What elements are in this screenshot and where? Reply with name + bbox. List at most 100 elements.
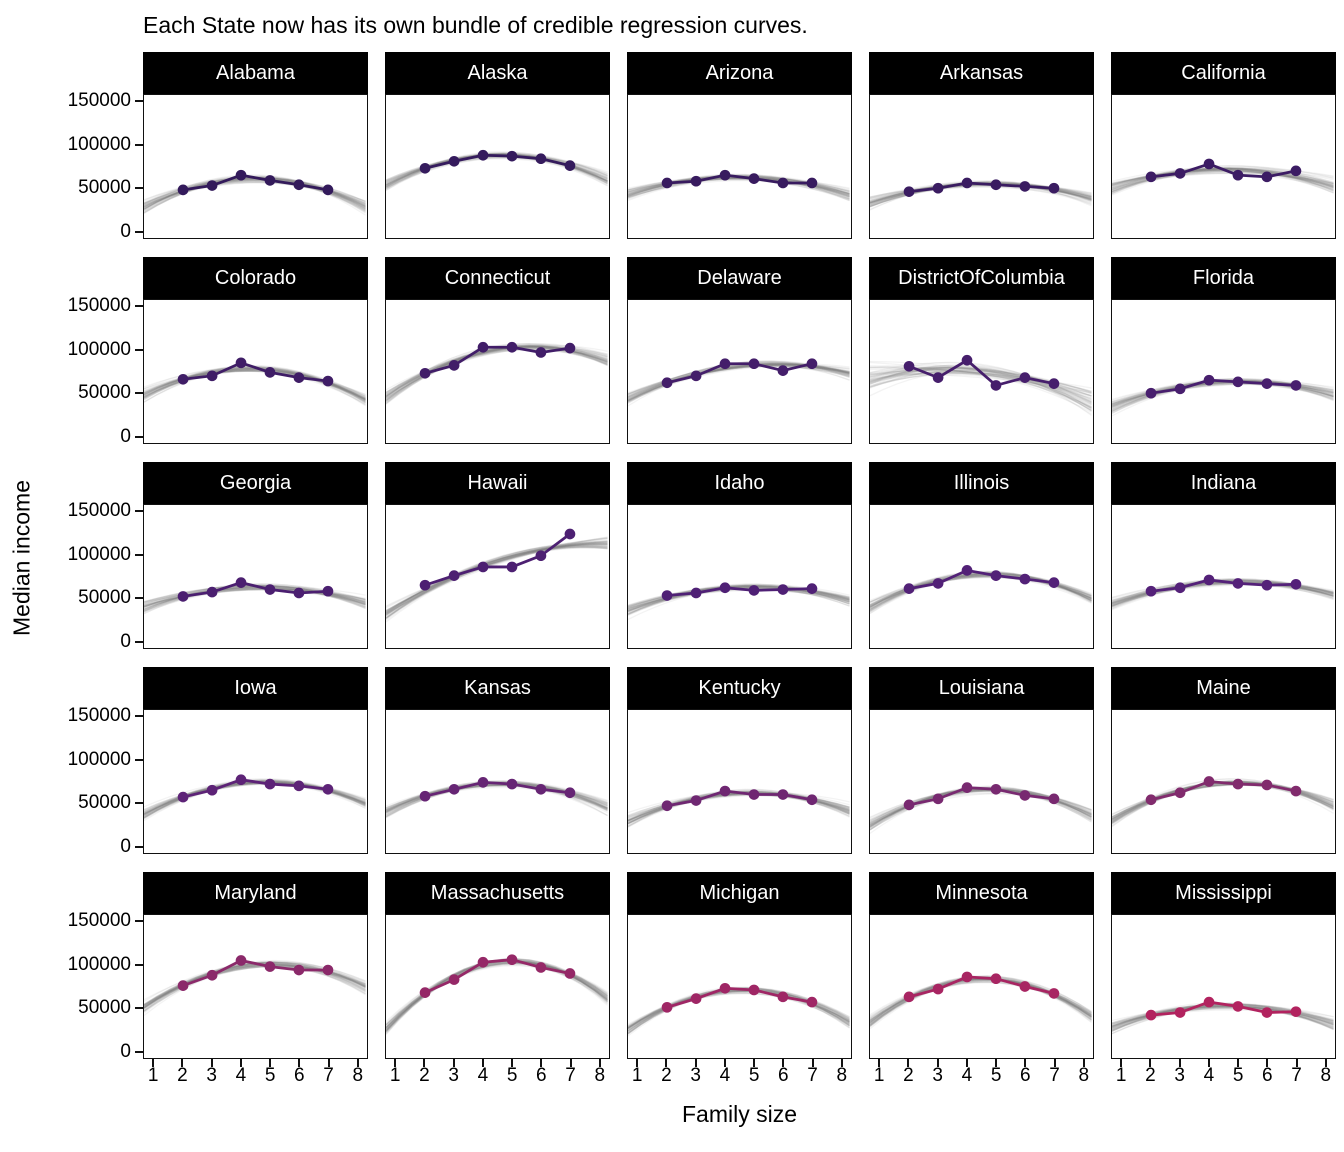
facet-panel: Illinois — [869, 462, 1094, 649]
y-tick-mark — [135, 1007, 143, 1010]
facet-strip: Illinois — [869, 462, 1094, 504]
facet-plot-area — [869, 94, 1094, 239]
facet-plot-area — [143, 504, 368, 649]
data-point — [477, 956, 489, 968]
credible-curve — [386, 540, 608, 614]
data-point — [293, 780, 305, 792]
data-point — [903, 991, 915, 1003]
facet-panel: DistrictOfColumbia — [869, 257, 1094, 444]
y-tick-label: 50000 — [78, 382, 131, 404]
data-point — [1232, 376, 1244, 388]
data-point — [806, 794, 818, 806]
facet-panel: Alabama — [135, 52, 368, 239]
credible-curve — [386, 542, 608, 614]
data-point — [564, 968, 576, 979]
facet-strip: Kansas — [385, 667, 610, 709]
credible-curve — [386, 539, 608, 611]
data-point — [1203, 776, 1215, 787]
facet-panel: Connecticut — [385, 257, 610, 444]
credible-curve — [870, 366, 1092, 412]
data-point — [806, 177, 818, 189]
credible-curve — [386, 540, 608, 612]
data-point — [506, 561, 518, 573]
data-point — [903, 799, 915, 811]
x-tick-label: 1 — [1115, 1065, 1127, 1086]
data-point — [419, 579, 431, 591]
x-tick-mark — [327, 1059, 330, 1067]
credible-curve — [386, 348, 608, 396]
data-point — [564, 787, 576, 799]
credible-curve — [386, 543, 608, 614]
y-tick-label: 150000 — [67, 294, 131, 316]
credible-curve — [386, 547, 608, 616]
data-point — [1145, 585, 1157, 597]
x-tick-label: 5 — [264, 1065, 276, 1086]
data-point — [806, 996, 818, 1008]
credible-curve — [386, 546, 608, 623]
facet-title: Michigan — [699, 881, 780, 904]
data-point — [235, 774, 247, 786]
data-point — [264, 584, 276, 595]
data-point — [419, 987, 431, 998]
facet-plot-area — [385, 299, 610, 444]
facet-plot-area — [627, 94, 852, 239]
y-tick-mark — [135, 553, 143, 556]
data-point — [419, 162, 431, 174]
credible-curve — [386, 543, 608, 614]
y-axis-tick-labels: 150000 100000 50000 0 — [0, 52, 143, 242]
credible-curve — [870, 372, 1092, 408]
credible-curve — [386, 542, 608, 613]
data-point — [564, 160, 576, 171]
data-point — [1019, 372, 1031, 383]
y-tick-label: 100000 — [67, 953, 131, 975]
y-tick-label: 100000 — [67, 543, 131, 565]
data-point — [535, 347, 547, 358]
data-point — [661, 377, 673, 389]
data-point — [690, 370, 702, 382]
facet-grid: 150000 100000 50000 0 Alabama Alaska Arizona Ar… — [0, 52, 1336, 1127]
facet-strip: Minnesota — [869, 872, 1094, 914]
data-point — [293, 179, 305, 191]
credible-curve — [386, 541, 608, 611]
y-tick-mark — [135, 348, 143, 351]
facet-plot-area — [143, 94, 368, 239]
x-tick-mark — [907, 1059, 910, 1067]
credible-curve — [386, 541, 608, 617]
data-point — [206, 784, 218, 796]
data-point — [1174, 787, 1186, 799]
data-point — [748, 358, 760, 370]
credible-curve — [386, 542, 608, 613]
facet-panel: Idaho — [627, 462, 852, 649]
data-point — [564, 528, 576, 540]
data-point — [690, 993, 702, 1004]
facet-plot — [870, 971, 1092, 1030]
facet-title: Kansas — [464, 676, 531, 699]
data-point — [235, 169, 247, 181]
facet-strip: Connecticut — [385, 257, 610, 299]
data-point — [990, 380, 1002, 391]
facet-panel: Alaska — [385, 52, 610, 239]
facet-strip: Idaho — [627, 462, 852, 504]
data-point — [1232, 169, 1244, 181]
facet-title: Alaska — [467, 61, 528, 84]
data-point — [1290, 578, 1302, 590]
credible-curve — [386, 542, 608, 620]
facet-strip: Iowa — [143, 667, 368, 709]
y-tick-label: 150000 — [67, 499, 131, 521]
data-point — [235, 357, 247, 369]
data-point — [177, 373, 189, 385]
facet-strip: Indiana — [1111, 462, 1336, 504]
data-point — [1203, 996, 1215, 1008]
credible-curve — [386, 545, 608, 616]
facet-plot-area — [869, 504, 1094, 649]
credible-curve — [870, 371, 1092, 413]
facet-plot — [628, 169, 850, 202]
data-point — [293, 587, 305, 599]
facet-strip: Alaska — [385, 52, 610, 94]
x-tick-mark — [811, 1059, 814, 1067]
facet-panel: Arizona — [627, 52, 852, 239]
credible-curve — [386, 547, 608, 618]
x-tick-mark — [1324, 1059, 1327, 1067]
data-point — [903, 360, 915, 372]
data-point — [748, 984, 760, 996]
